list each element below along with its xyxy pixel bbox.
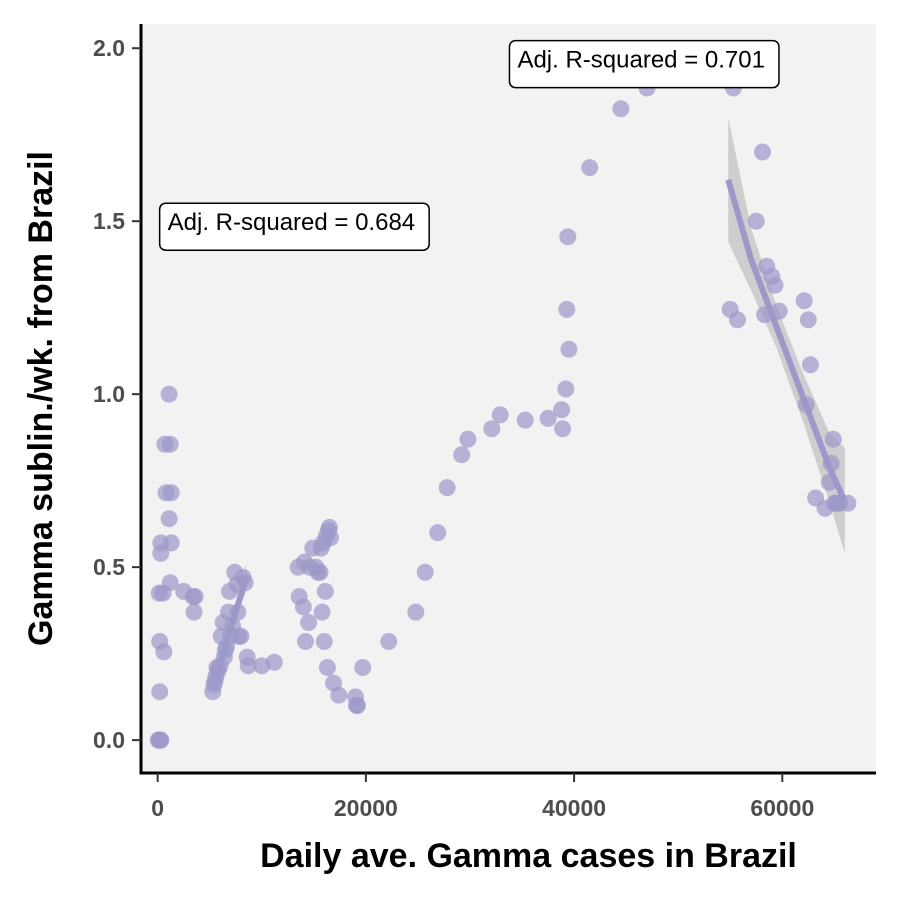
plot-panel [141,24,876,773]
x-tick-label: 20000 [334,795,398,821]
label-box [508,39,780,89]
data-point [557,380,575,398]
y-axis-ticks: 0.0 0.5 1.0 1.5 2.0 [93,35,141,753]
data-point [297,633,314,650]
data-point [824,430,842,448]
x-tick-label: 60000 [750,795,814,821]
data-point [453,446,471,464]
data-point [162,534,180,552]
y-axis-title: Gamma sublin./wk. from Brazil [22,151,60,646]
data-point [318,659,336,676]
data-point [491,406,509,424]
data-point [160,510,178,528]
data-point [554,420,572,438]
data-point [581,159,599,177]
data-point [300,614,318,631]
x-tick-label: 40000 [542,795,606,821]
data-point [756,306,774,324]
x-tick-label: 0 [151,795,164,821]
data-points [149,79,857,749]
data-point [820,473,838,491]
data-point [770,302,788,320]
data-point [152,731,170,749]
data-point [729,311,746,329]
y-tick-label: 2.0 [93,35,125,61]
data-point [553,401,571,419]
data-point [236,574,254,592]
data-point [155,643,173,661]
data-point [459,430,477,448]
data-point [516,411,534,429]
label-box [158,202,430,251]
data-point [416,563,434,581]
data-point [186,588,204,606]
data-point [162,484,180,502]
label-text: Adj. R-squared = 0.684 [168,209,416,236]
r-squared-label-1: Adj. R-squared = 0.684 [158,202,430,251]
data-point [438,479,456,497]
confidence-band-2 [728,117,845,554]
data-point [801,356,819,374]
data-point [151,683,169,701]
r-squared-label-2: Adj. R-squared = 0.701 [508,39,780,89]
axes [139,24,876,775]
data-point [560,340,578,358]
data-point [380,633,398,650]
data-point [349,697,366,714]
data-point [429,524,447,542]
data-point [229,603,247,621]
data-point [407,603,425,621]
data-point [539,409,557,427]
x-axis-ticks: 0 20000 40000 60000 [151,773,814,821]
data-point [315,633,333,650]
data-point [354,659,372,676]
data-point [316,582,334,600]
data-point [747,212,765,230]
y-tick-label: 0.0 [93,727,125,753]
data-point [185,603,203,621]
data-point [612,100,630,118]
data-point [822,454,840,472]
data-point [232,627,250,645]
data-point [754,143,771,161]
data-point [311,563,329,581]
label-text: Adj. R-squared = 0.701 [517,47,765,74]
data-point [265,653,283,671]
data-point [558,300,576,318]
data-point [483,420,501,438]
data-point [322,529,339,547]
data-point [294,598,312,616]
data-point [799,311,817,329]
data-point [161,435,179,453]
data-point [795,292,813,310]
x-axis-title: Daily ave. Gamma cases in Brazil [260,837,797,875]
data-point [313,603,331,621]
data-point [161,574,179,592]
data-point [160,385,178,403]
data-point [239,657,257,675]
data-point [330,686,348,704]
data-point [559,228,577,246]
y-tick-label: 1.5 [93,208,125,234]
annotations: Adj. R-squared = 0.684 Adj. R-squared = 0… [158,39,780,251]
data-point [766,276,784,294]
data-point [797,396,815,414]
y-tick-label: 1.0 [93,381,125,407]
y-tick-label: 0.5 [93,554,125,580]
regression-line-2 [725,178,848,503]
data-point [839,494,857,512]
